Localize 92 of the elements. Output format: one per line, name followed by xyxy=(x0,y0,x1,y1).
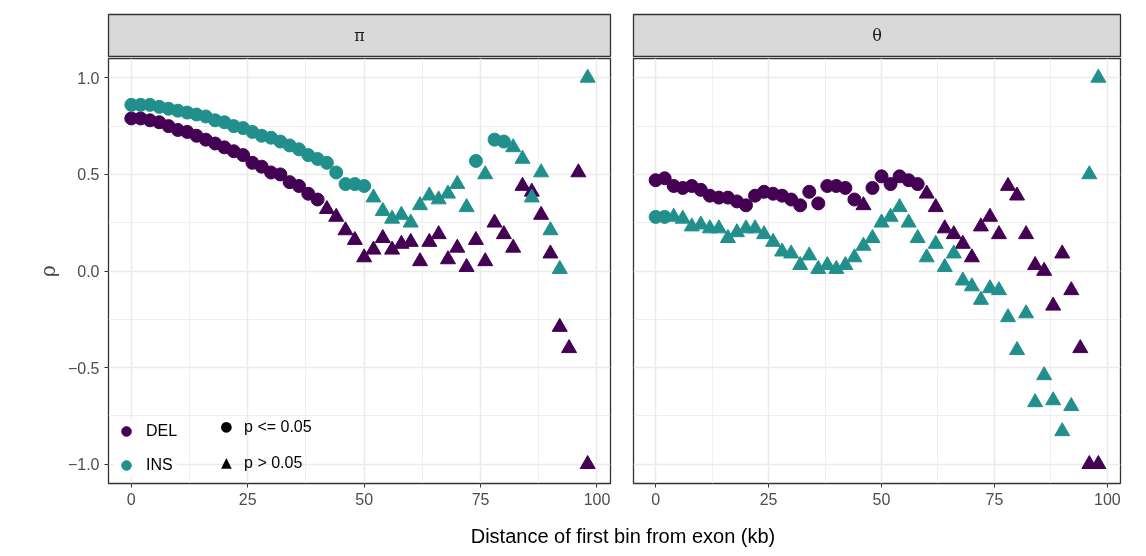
point xyxy=(865,180,880,195)
annotation: ▲ xyxy=(221,454,233,471)
point xyxy=(891,198,908,213)
point xyxy=(874,169,889,184)
chart-title: π xyxy=(354,26,365,45)
point xyxy=(747,219,764,234)
point xyxy=(738,198,753,213)
x-tick-label: 25 xyxy=(238,490,257,508)
point xyxy=(847,192,862,207)
legend-label: DEL xyxy=(146,422,178,440)
point xyxy=(1036,261,1053,276)
point xyxy=(792,256,809,271)
point xyxy=(783,244,800,259)
point xyxy=(1018,225,1035,240)
point xyxy=(855,196,872,211)
point xyxy=(918,184,935,199)
point xyxy=(1027,256,1044,271)
point xyxy=(838,180,853,195)
point xyxy=(927,234,944,249)
point xyxy=(802,184,817,199)
point xyxy=(657,171,672,186)
point xyxy=(990,225,1007,240)
point xyxy=(855,236,872,251)
point xyxy=(837,256,854,271)
point xyxy=(1063,397,1080,412)
point xyxy=(864,229,881,243)
point xyxy=(1045,391,1062,406)
y-tick-label: 1.0 xyxy=(77,69,100,87)
point xyxy=(1009,186,1026,201)
point xyxy=(811,196,826,211)
chart-title: θ xyxy=(872,26,882,45)
x-tick-label: 100 xyxy=(583,490,611,508)
point xyxy=(883,177,898,192)
y-tick-label: −0.5 xyxy=(67,359,100,377)
x-tick-label: 75 xyxy=(985,490,1004,508)
point xyxy=(1063,281,1080,296)
y-tick-label: 0.0 xyxy=(77,263,100,280)
point xyxy=(945,244,962,259)
y-tick-label: −1.0 xyxy=(67,456,100,474)
y-axis-title: ρ xyxy=(35,265,60,277)
x-tick-label: 50 xyxy=(355,490,374,508)
point xyxy=(990,281,1007,296)
point xyxy=(801,246,818,261)
annotation: ● xyxy=(220,418,233,435)
point xyxy=(910,177,925,192)
point xyxy=(882,207,899,222)
x-tick-label: 25 xyxy=(759,490,778,508)
point xyxy=(873,213,890,228)
point xyxy=(927,198,944,213)
point xyxy=(1081,165,1098,180)
point xyxy=(900,213,917,228)
point xyxy=(719,229,736,243)
point xyxy=(954,234,971,249)
point xyxy=(954,271,971,286)
point xyxy=(1018,304,1035,319)
point xyxy=(674,209,691,224)
point xyxy=(963,277,980,292)
legend-label: INS xyxy=(146,456,173,474)
point xyxy=(1045,296,1062,311)
point xyxy=(972,217,989,232)
point xyxy=(981,207,998,222)
point xyxy=(1027,393,1044,408)
point xyxy=(1054,422,1071,437)
x-tick-label: 0 xyxy=(651,490,661,508)
point xyxy=(1009,341,1026,356)
y-tick-label: 0.5 xyxy=(77,166,100,184)
x-tick-label: 100 xyxy=(1094,490,1121,508)
point xyxy=(972,290,989,305)
point xyxy=(1000,308,1017,323)
point xyxy=(793,198,808,213)
point xyxy=(756,225,773,240)
point xyxy=(1072,339,1089,354)
point xyxy=(710,219,727,234)
annotation: p > 0.05 xyxy=(244,453,303,471)
point xyxy=(765,232,782,247)
point xyxy=(918,248,935,263)
point xyxy=(963,248,980,263)
x-tick-label: 0 xyxy=(126,490,136,508)
point xyxy=(909,229,926,243)
point xyxy=(1054,244,1071,259)
point xyxy=(1090,68,1107,83)
point xyxy=(945,225,962,240)
point xyxy=(846,248,863,263)
x-axis-title: Distance of first bin from exon (kb) xyxy=(470,524,776,549)
point xyxy=(1036,366,1053,381)
point xyxy=(728,223,745,238)
point xyxy=(936,257,953,272)
x-tick-label: 50 xyxy=(872,490,891,508)
point xyxy=(1000,176,1017,191)
annotation: p <= 0.05 xyxy=(244,417,312,435)
x-tick-label: 75 xyxy=(471,490,490,508)
point xyxy=(936,219,953,234)
